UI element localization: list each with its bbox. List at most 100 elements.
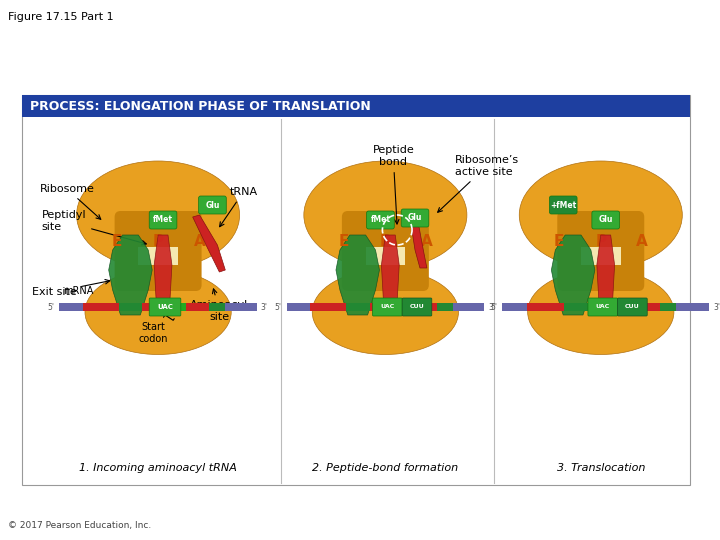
Text: UAC: UAC xyxy=(157,304,173,310)
Bar xyxy=(413,303,437,311)
FancyBboxPatch shape xyxy=(401,209,429,227)
Polygon shape xyxy=(382,235,399,300)
Text: 3': 3' xyxy=(714,302,720,312)
FancyBboxPatch shape xyxy=(372,298,402,316)
Bar xyxy=(502,303,527,311)
Polygon shape xyxy=(109,235,152,315)
Text: 3. Translocation: 3. Translocation xyxy=(557,463,645,473)
Polygon shape xyxy=(552,235,595,315)
Bar xyxy=(143,303,158,311)
Text: Glu: Glu xyxy=(408,213,422,222)
FancyBboxPatch shape xyxy=(557,211,644,291)
FancyBboxPatch shape xyxy=(366,211,395,229)
Text: P: P xyxy=(153,234,163,249)
FancyBboxPatch shape xyxy=(402,298,432,316)
Bar xyxy=(346,303,369,311)
Text: 5': 5' xyxy=(490,302,497,312)
Text: mRNA: mRNA xyxy=(63,286,94,296)
Ellipse shape xyxy=(519,161,683,269)
Ellipse shape xyxy=(85,269,231,354)
Bar xyxy=(385,303,397,311)
Text: E: E xyxy=(338,234,349,249)
Text: © 2017 Pearson Education, Inc.: © 2017 Pearson Education, Inc. xyxy=(8,521,151,530)
FancyBboxPatch shape xyxy=(199,196,226,214)
Text: 3': 3' xyxy=(261,302,268,312)
Text: A: A xyxy=(636,234,648,249)
Text: Exit site: Exit site xyxy=(32,280,109,297)
Bar xyxy=(676,303,709,311)
Bar xyxy=(138,247,178,265)
Bar xyxy=(589,303,606,311)
Bar xyxy=(119,303,143,311)
Text: UAC: UAC xyxy=(595,305,610,309)
Text: CUU: CUU xyxy=(410,305,424,309)
Text: Glu: Glu xyxy=(205,200,220,210)
Text: Start
codon: Start codon xyxy=(138,308,174,344)
Text: Ribosome’s
active site: Ribosome’s active site xyxy=(438,156,518,212)
Bar xyxy=(170,303,186,311)
Text: Ribosome: Ribosome xyxy=(40,184,101,219)
Bar xyxy=(22,95,690,117)
Polygon shape xyxy=(336,235,379,315)
Bar xyxy=(83,303,119,311)
FancyBboxPatch shape xyxy=(592,211,619,229)
Text: A: A xyxy=(194,234,205,249)
Text: Glu: Glu xyxy=(598,215,613,225)
Text: fMet: fMet xyxy=(153,215,173,225)
Bar xyxy=(210,303,225,311)
Ellipse shape xyxy=(528,269,674,354)
Bar xyxy=(369,303,385,311)
Text: 1. Incoming aminoacyl tRNA: 1. Incoming aminoacyl tRNA xyxy=(79,463,237,473)
FancyBboxPatch shape xyxy=(588,298,618,316)
Bar xyxy=(186,303,210,311)
Bar xyxy=(397,303,413,311)
Text: Figure 17.15 Part 1: Figure 17.15 Part 1 xyxy=(8,12,114,22)
Bar xyxy=(453,303,484,311)
Text: tRNA: tRNA xyxy=(220,187,257,227)
Polygon shape xyxy=(597,235,615,300)
Ellipse shape xyxy=(76,161,240,269)
Bar xyxy=(158,303,170,311)
Text: Peptidyl
site: Peptidyl site xyxy=(42,211,146,245)
Text: E: E xyxy=(554,234,564,249)
FancyBboxPatch shape xyxy=(549,196,577,214)
Bar xyxy=(287,303,310,311)
Bar xyxy=(22,95,690,485)
Text: fMet: fMet xyxy=(370,215,390,225)
FancyBboxPatch shape xyxy=(618,298,647,316)
Text: P: P xyxy=(380,234,391,249)
Ellipse shape xyxy=(304,161,467,269)
Polygon shape xyxy=(410,216,427,268)
Text: PROCESS: ELONGATION PHASE OF TRANSLATION: PROCESS: ELONGATION PHASE OF TRANSLATION xyxy=(30,99,370,112)
Text: P: P xyxy=(595,234,606,249)
Bar xyxy=(581,247,621,265)
Ellipse shape xyxy=(312,269,459,354)
Bar xyxy=(635,303,660,311)
Text: Peptide
bond: Peptide bond xyxy=(372,145,414,224)
FancyBboxPatch shape xyxy=(114,211,202,291)
Bar xyxy=(366,247,405,265)
Text: 2. Peptide-bond formation: 2. Peptide-bond formation xyxy=(312,463,459,473)
Polygon shape xyxy=(193,215,225,272)
Text: A: A xyxy=(421,234,433,249)
FancyBboxPatch shape xyxy=(149,298,181,316)
Text: E: E xyxy=(112,234,122,249)
Bar xyxy=(606,303,618,311)
Text: Aminoacyl
site: Aminoacyl site xyxy=(190,289,248,322)
Text: 3': 3' xyxy=(488,302,495,312)
Text: 5': 5' xyxy=(274,302,282,312)
Bar xyxy=(564,303,589,311)
Bar xyxy=(225,303,257,311)
Text: 5': 5' xyxy=(48,302,54,312)
Text: +fMet: +fMet xyxy=(550,200,576,210)
Bar xyxy=(310,303,346,311)
Text: UAC: UAC xyxy=(380,305,395,309)
Bar xyxy=(437,303,453,311)
Polygon shape xyxy=(154,235,172,300)
Bar xyxy=(660,303,676,311)
Text: CUU: CUU xyxy=(625,305,640,309)
Bar xyxy=(618,303,635,311)
Bar xyxy=(527,303,564,311)
FancyBboxPatch shape xyxy=(342,211,429,291)
Bar xyxy=(59,303,83,311)
